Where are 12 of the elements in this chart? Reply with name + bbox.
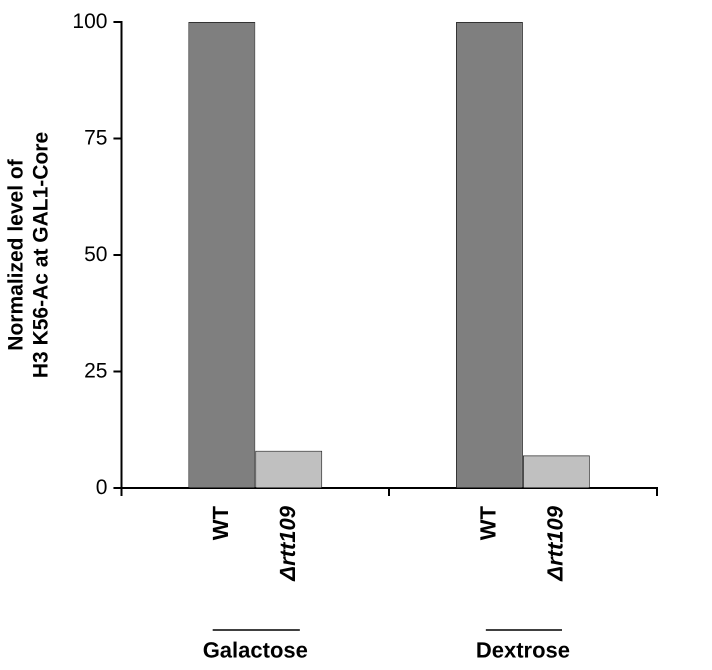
y-axis-title: Normalized level of H3 K56-Ac at GAL1-Core (4, 132, 53, 378)
text: WT (208, 505, 233, 540)
y-tick-label: 25 (84, 359, 108, 382)
y-tick-label: 50 (84, 242, 108, 266)
x-tick-label: Dextrose (476, 637, 570, 662)
text: Δrtt109 (542, 506, 568, 581)
text: WT (476, 506, 501, 540)
text: Δrtt109 (274, 505, 300, 582)
x-tick-label: Galactose (202, 637, 308, 662)
y-tick-label: 0 (96, 476, 108, 499)
y-tick-label: 100 (72, 10, 108, 33)
y-tick-label: 75 (84, 126, 108, 150)
